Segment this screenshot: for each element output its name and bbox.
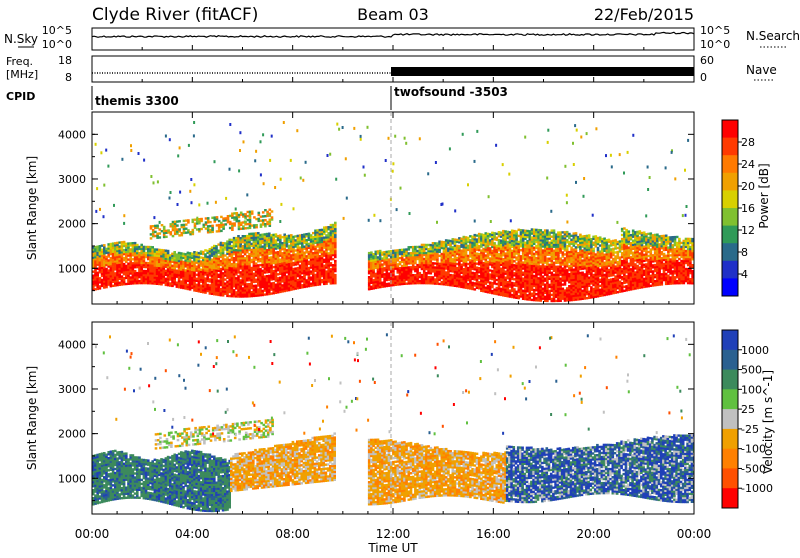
power-cell (269, 213, 272, 215)
nave-tick-top: 60 (700, 54, 714, 67)
power-cell (105, 286, 108, 288)
power-cell (334, 260, 337, 262)
power-cell (167, 252, 170, 254)
cpid-segment-1: themis 3300 (95, 94, 179, 108)
nsearch-tick-top: 10^5 (700, 24, 730, 37)
power-cell (167, 250, 170, 252)
power-cell (178, 228, 181, 230)
power-cell (334, 282, 337, 284)
power-cell (185, 223, 188, 225)
freq-label-line1: Freq. (6, 55, 33, 68)
power-cell (251, 210, 254, 212)
cpid-segment-2: twofsound -3503 (394, 85, 508, 99)
freq-tick-top: 18 (58, 54, 72, 67)
power-cell (262, 211, 265, 213)
nsearch-tick-bottom: 10^0 (700, 38, 730, 51)
nsky-tick-top: 10^5 (42, 24, 72, 37)
power-cell (258, 212, 261, 214)
power-cell (269, 225, 272, 227)
power-cell (211, 225, 214, 227)
power-cell (165, 236, 168, 238)
power-cell (181, 234, 184, 236)
power-heatmap (92, 121, 696, 302)
power-cell (211, 229, 214, 231)
power-cell (408, 248, 411, 250)
power-cell (159, 236, 162, 238)
power-cell (225, 223, 228, 225)
power-cell (271, 216, 274, 218)
nave-label: Nave (746, 63, 777, 77)
power-cell (163, 226, 166, 228)
power-cell (233, 222, 236, 224)
power-cell (192, 229, 195, 231)
nsky-tick-bottom: 10^0 (42, 38, 72, 51)
power-cell (170, 231, 173, 233)
power-cell (150, 237, 153, 239)
freq-segment-b (391, 67, 694, 76)
station-title: Clyde River (fitACF) (92, 5, 258, 25)
power-cell (216, 216, 219, 218)
power-cell (279, 239, 282, 241)
cpid-label: CPID (6, 90, 35, 103)
power-cell (334, 238, 337, 240)
date-title: 22/Feb/2015 (594, 5, 694, 24)
power-cell (173, 251, 176, 253)
power-cell (553, 229, 556, 231)
power-cell (513, 288, 516, 290)
power-cell (200, 228, 203, 230)
power-cell (159, 232, 162, 234)
power-cell (220, 230, 223, 232)
power-cell (540, 229, 543, 231)
power-cell (200, 218, 203, 220)
power-cell (172, 235, 175, 237)
power-cell (103, 244, 106, 246)
power-cell (151, 246, 154, 248)
power-cell (334, 222, 337, 224)
power-cell (156, 225, 159, 227)
power-cell (231, 229, 234, 231)
power-cell (334, 274, 337, 276)
nsky-trace (92, 32, 694, 37)
power-cell (209, 221, 212, 223)
power-cell (207, 217, 210, 219)
power-cell (176, 224, 179, 226)
nave-tick-bottom: 0 (700, 71, 707, 84)
freq-label-line2: [MHz] (6, 68, 38, 81)
freq-trace (92, 67, 694, 76)
nsearch-label: N.Search (746, 29, 800, 43)
beam-title: Beam 03 (357, 5, 429, 24)
power-cell (255, 224, 258, 226)
power-cell (187, 219, 190, 221)
freq-tick-bottom: 8 (65, 71, 72, 84)
power-cell (178, 220, 181, 222)
power-cell (271, 210, 274, 212)
power-cell (493, 242, 496, 244)
nsky-label: N.Sky (4, 32, 38, 46)
